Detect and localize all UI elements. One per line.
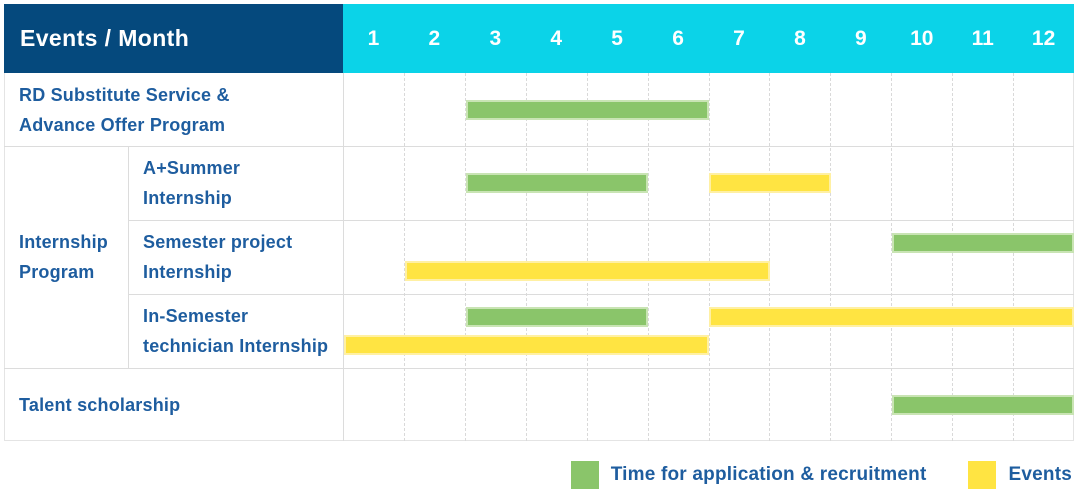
gantt-bar-event — [344, 335, 709, 355]
legend-label-application: Time for application & recruitment — [610, 464, 927, 485]
schedule-table: Events / Month 1 2 3 4 5 6 7 8 9 10 11 12 RD Substi… — [4, 4, 1074, 441]
month-label: 6 — [672, 26, 684, 50]
gantt-bar-application — [465, 307, 649, 327]
corner-header: Events / Month — [4, 4, 343, 73]
month-label: 1 — [367, 26, 380, 50]
gantt-bar-event — [404, 261, 770, 281]
month-gridline — [891, 73, 893, 441]
month-label: 3 — [489, 26, 502, 50]
table-frame — [4, 73, 1074, 441]
month-gridline — [830, 73, 832, 441]
row-label-semester-project: Semester project Internship — [143, 232, 293, 282]
row-divider — [4, 368, 1074, 369]
row-label-talent-scholarship: Talent scholarship — [19, 394, 181, 415]
row-divider — [4, 146, 1074, 147]
month-label: 11 — [971, 26, 994, 50]
month-gridline — [708, 73, 710, 441]
legend-label-events: Events — [1008, 464, 1072, 485]
month-label: 9 — [854, 26, 867, 50]
legend-item-events: Events — [968, 461, 1072, 489]
month-header: 1 2 3 4 5 6 7 8 9 10 11 12 — [343, 4, 1074, 73]
legend-swatch-green — [570, 461, 599, 489]
row-label-in-semester-technician: In-Semester technician Internship — [143, 306, 329, 356]
month-gridline — [464, 73, 466, 441]
month-gridline — [403, 73, 405, 441]
row-label-a-plus-summer: A+Summer Internship — [143, 158, 241, 208]
legend: Time for application & recruitment Event… — [570, 458, 1072, 492]
month-label: 10 — [910, 26, 934, 50]
gantt-lane — [344, 294, 1074, 368]
month-label: 4 — [550, 26, 563, 50]
month-label: 7 — [733, 26, 745, 50]
month-gridline — [952, 73, 954, 441]
legend-item-application: Time for application & recruitment — [570, 461, 927, 489]
month-label: 12 — [1031, 26, 1056, 50]
gantt-bar-event — [709, 307, 1074, 327]
gantt-bar-application — [465, 100, 709, 120]
gantt-lane — [344, 146, 1074, 220]
month-label: 2 — [428, 26, 441, 50]
row-divider — [128, 294, 1074, 295]
month-gridline — [647, 73, 649, 441]
corner-header-label: Events / Month — [20, 25, 190, 51]
row-divider — [128, 220, 1074, 221]
gantt-bar-application — [465, 173, 649, 193]
gantt-bar-application — [891, 395, 1074, 415]
month-gridline — [1013, 73, 1015, 441]
label-month-divider — [343, 73, 344, 441]
month-gridline — [525, 73, 527, 441]
month-gridline — [769, 73, 771, 441]
gantt-lane — [344, 73, 1074, 146]
gantt-lane — [344, 220, 1074, 294]
month-label: 8 — [794, 26, 806, 50]
legend-swatch-yellow — [968, 461, 997, 489]
gantt-lane — [344, 368, 1074, 441]
gantt-bar-application — [891, 233, 1074, 253]
group-label-internship-program: Internship Program — [19, 232, 109, 282]
group-sub-divider — [128, 146, 129, 368]
gantt-bar-event — [709, 173, 831, 193]
month-gridline — [586, 73, 588, 441]
month-label: 5 — [611, 26, 623, 50]
row-label-rd-substitute: RD Substitute Service & Advance Offer Pr… — [19, 84, 230, 135]
